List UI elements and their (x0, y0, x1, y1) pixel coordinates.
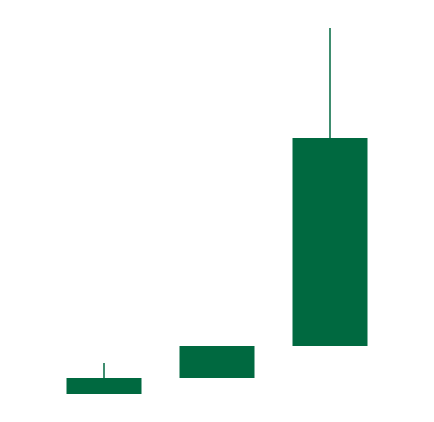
candle-body-1 (66, 378, 142, 394)
candle-body-2 (179, 346, 255, 378)
candles-group (66, 28, 368, 394)
candle-body-3 (292, 138, 368, 346)
